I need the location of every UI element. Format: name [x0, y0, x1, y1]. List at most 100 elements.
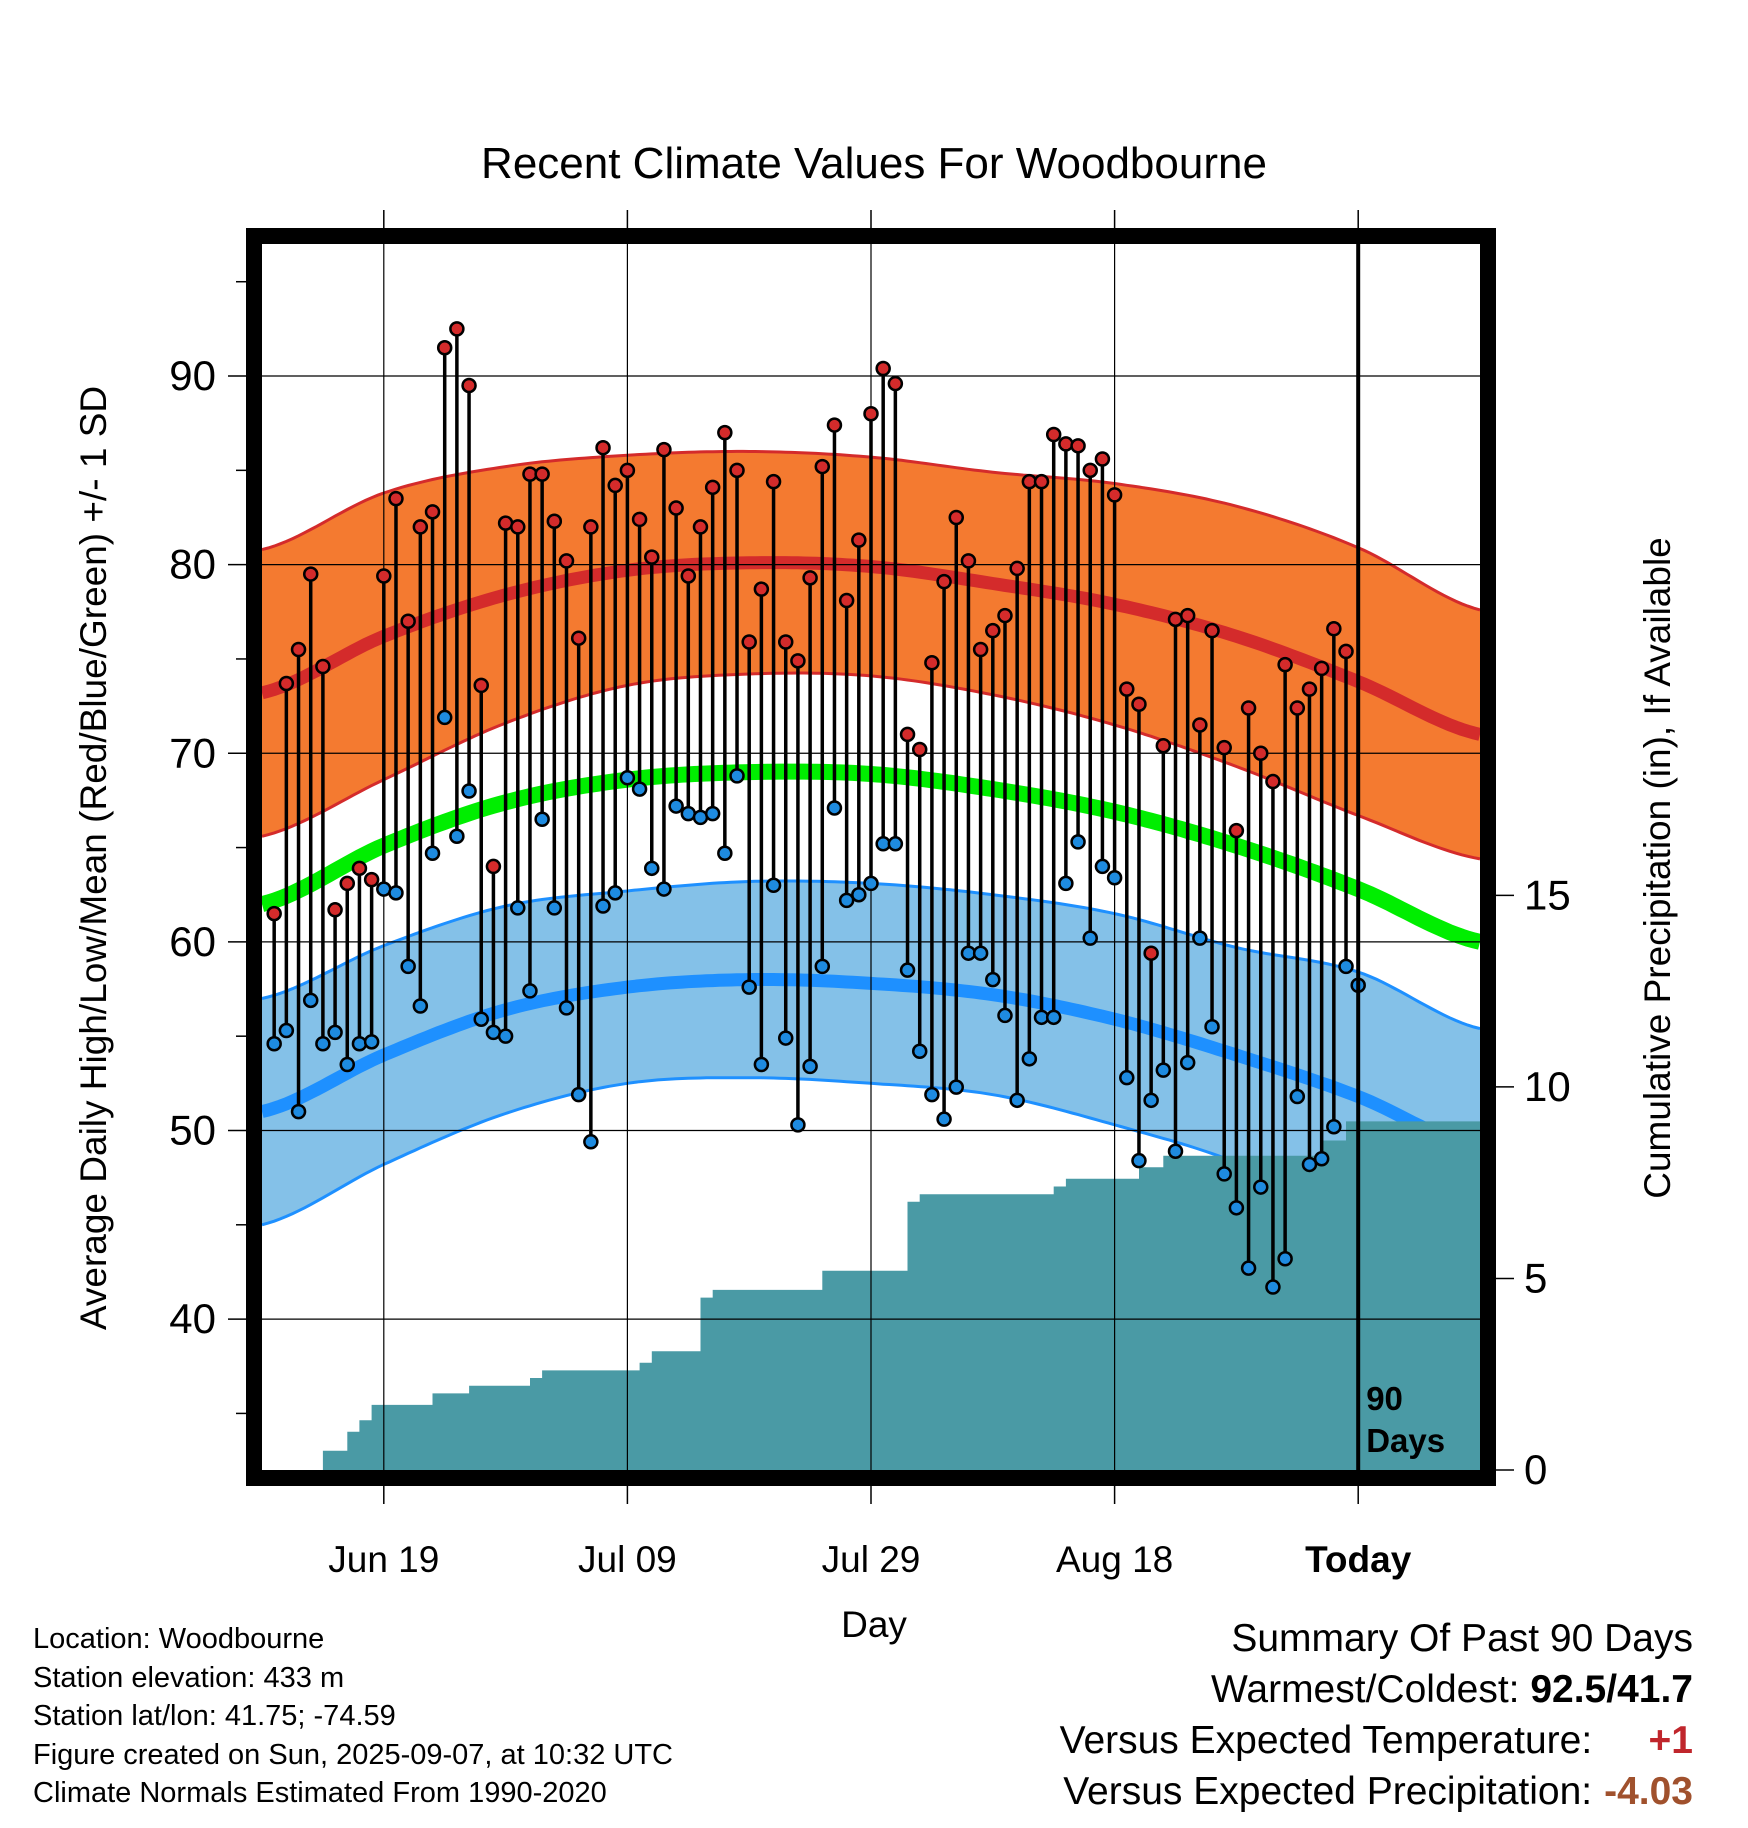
high-temp-marker	[741, 634, 757, 650]
high-temp-marker	[485, 858, 502, 875]
daily-markers	[266, 321, 1366, 1295]
high-temp-marker	[510, 519, 526, 535]
low-temp-marker	[351, 1035, 368, 1052]
high-temp-marker	[1204, 622, 1220, 639]
x-tick-label: Aug 18	[1056, 1539, 1173, 1580]
high-temp-marker	[1265, 773, 1281, 790]
high-temp-marker	[1179, 607, 1196, 624]
low-temp-marker	[826, 800, 843, 816]
low-temp-marker	[1155, 1062, 1172, 1078]
low-temp-marker	[1143, 1092, 1159, 1109]
low-temp-marker	[1058, 875, 1074, 892]
high-temp-marker	[1009, 560, 1025, 577]
x-tick-label: Jul 29	[822, 1539, 921, 1580]
today-days-label-2: Days	[1366, 1422, 1445, 1459]
low-temp-marker	[607, 885, 623, 901]
high-temp-marker	[668, 500, 684, 516]
y-tick-label: 40	[169, 1295, 216, 1342]
high-temp-marker	[1228, 822, 1245, 839]
warm-cold-value: 92.5/41.7	[1530, 1668, 1693, 1711]
low-temp-marker	[339, 1056, 356, 1073]
low-temp-marker	[924, 1086, 940, 1103]
high-temp-marker	[351, 860, 368, 877]
high-temp-marker	[339, 875, 356, 892]
low-temp-marker	[424, 845, 441, 861]
latlon-text: Station lat/lon: 41.75; -74.59	[33, 1700, 396, 1732]
high-temp-marker	[948, 509, 965, 526]
low-temp-marker	[583, 1134, 599, 1150]
y2-tick-label: 0	[1524, 1446, 1547, 1493]
y-tick-label: 60	[169, 918, 216, 965]
low-temp-marker	[436, 709, 453, 726]
low-temp-marker	[741, 979, 757, 995]
station-info: Location: Woodbourne Station elevation: …	[33, 1620, 673, 1813]
low-temp-marker	[363, 1034, 380, 1050]
high-temp-marker	[863, 406, 879, 422]
today-days-label: 90	[1366, 1380, 1403, 1417]
high-temp-marker	[997, 607, 1013, 624]
x-axis-title: Day	[841, 1604, 907, 1645]
low-temp-marker	[851, 886, 867, 903]
low-temp-marker	[1179, 1054, 1196, 1071]
low-temp-marker	[290, 1103, 307, 1120]
high-temp-marker	[583, 519, 599, 535]
summary-warm-cold: Warmest/Coldest: 92.5/41.7	[1060, 1664, 1693, 1715]
high-temp-marker	[960, 553, 977, 569]
high-temp-marker	[534, 466, 550, 482]
low-temp-marker	[656, 881, 672, 897]
high-temp-marker	[729, 462, 745, 479]
high-temp-marker	[473, 677, 489, 694]
low-temp-marker	[412, 998, 429, 1014]
x-tick-label: Jun 19	[328, 1539, 439, 1580]
low-temp-marker	[936, 1111, 952, 1127]
high-temp-marker	[315, 658, 331, 675]
low-temp-marker	[1338, 958, 1354, 975]
y-tick-label: 90	[169, 352, 216, 399]
high-temp-marker	[595, 439, 611, 456]
low-temp-marker	[729, 768, 745, 784]
high-temp-marker	[1240, 700, 1257, 716]
low-temp-marker	[704, 805, 721, 822]
low-temp-marker	[534, 811, 550, 828]
high-temp-marker	[388, 490, 404, 507]
high-temp-marker	[302, 566, 319, 582]
high-temp-marker	[1070, 438, 1086, 454]
high-temp-marker	[1192, 717, 1208, 733]
low-temp-marker	[1216, 1166, 1232, 1182]
high-temp-marker	[558, 553, 575, 569]
low-temp-marker	[1119, 1069, 1135, 1086]
low-temp-marker	[1326, 1118, 1342, 1135]
normals-text: Climate Normals Estimated From 1990-2020	[33, 1777, 607, 1809]
high-temp-marker	[424, 504, 441, 520]
high-temp-marker	[1155, 737, 1172, 754]
created-text: Figure created on Sun, 2025-09-07, at 10…	[33, 1738, 673, 1771]
daily-range-stems	[272, 328, 1348, 1288]
high-temp-marker	[972, 641, 989, 658]
low-temp-marker	[522, 983, 538, 999]
y2-tick-label: 10	[1524, 1063, 1571, 1110]
low-temp-marker	[790, 1117, 806, 1133]
high-temp-marker	[924, 654, 940, 671]
y-axis-title: Average Daily High/Low/Mean (Red/Blue/Gr…	[73, 386, 114, 1330]
low-temp-marker	[887, 836, 904, 852]
low-temp-marker	[644, 860, 660, 877]
high-temp-marker	[400, 613, 416, 629]
summary-precip: Versus Expected Precipitation: -4.03	[1060, 1766, 1693, 1817]
low-temp-marker	[911, 1043, 928, 1060]
low-temp-marker	[315, 1035, 331, 1052]
low-temp-marker	[1313, 1151, 1330, 1167]
low-temp-marker	[510, 900, 526, 916]
low-temp-marker	[1082, 930, 1098, 946]
low-temp-marker	[972, 945, 989, 961]
low-temp-marker	[400, 958, 416, 975]
high-temp-marker	[436, 339, 453, 356]
low-temp-marker	[1131, 1152, 1147, 1169]
plot-frame	[246, 228, 1496, 1486]
low-temp-marker	[802, 1058, 818, 1075]
low-temp-marker	[327, 1024, 343, 1041]
precip-value: -4.03	[1604, 1770, 1693, 1813]
y2-axis-title: Cumulative Precipitation (in), If Availa…	[1637, 537, 1678, 1199]
high-temp-marker	[327, 902, 343, 918]
high-temp-marker	[936, 573, 952, 590]
